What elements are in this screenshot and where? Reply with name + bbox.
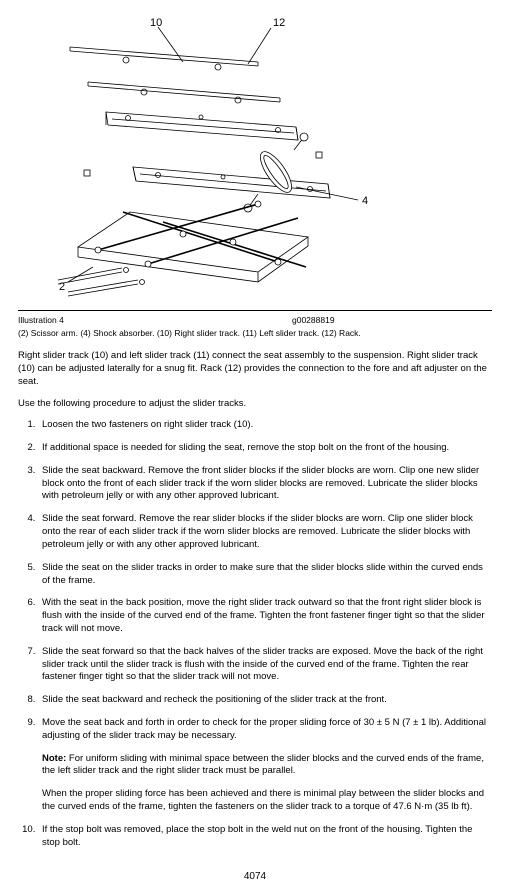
note-label: Note:	[42, 753, 66, 764]
intro-paragraph-1: Right slider track (10) and left slider …	[18, 350, 492, 388]
procedure-steps: Loosen the two fasteners on right slider…	[18, 419, 492, 849]
step-4: Slide the seat forward. Remove the rear …	[38, 513, 492, 551]
step-1: Loosen the two fasteners on right slider…	[38, 419, 492, 432]
step-8: Slide the seat backward and recheck the …	[38, 694, 492, 707]
step-10: If the stop bolt was removed, place the …	[38, 824, 492, 850]
parts-legend: (2) Scissor arm. (4) Shock absorber. (10…	[18, 328, 492, 339]
callout-2: 2	[59, 281, 65, 293]
step-7: Slide the seat forward so that the back …	[38, 646, 492, 684]
callout-4: 4	[362, 195, 368, 207]
step-3: Slide the seat backward. Remove the fron…	[38, 465, 492, 503]
page-number: 4074	[18, 870, 492, 884]
step-9-text: Move the seat back and forth in order to…	[42, 717, 486, 741]
illustration-divider	[18, 310, 492, 311]
callout-10: 10	[150, 17, 162, 29]
step-9: Move the seat back and forth in order to…	[38, 717, 492, 814]
note-text: For uniform sliding with minimal space b…	[42, 753, 484, 777]
step-5: Slide the seat on the slider tracks in o…	[38, 562, 492, 588]
illustration-code: g00288819	[292, 315, 492, 326]
note-block: Note: For uniform sliding with minimal s…	[42, 753, 492, 779]
callout-12: 12	[273, 17, 285, 29]
step-6: With the seat in the back position, move…	[38, 597, 492, 635]
note-follow: When the proper sliding force has been a…	[42, 788, 492, 814]
illustration-diagram: 10 12 4 2	[48, 12, 418, 302]
illustration-label: Illustration 4	[18, 315, 292, 326]
step-2: If additional space is needed for slidin…	[38, 442, 492, 455]
intro-paragraph-2: Use the following procedure to adjust th…	[18, 398, 492, 411]
illustration-caption: Illustration 4 g00288819	[18, 315, 492, 326]
